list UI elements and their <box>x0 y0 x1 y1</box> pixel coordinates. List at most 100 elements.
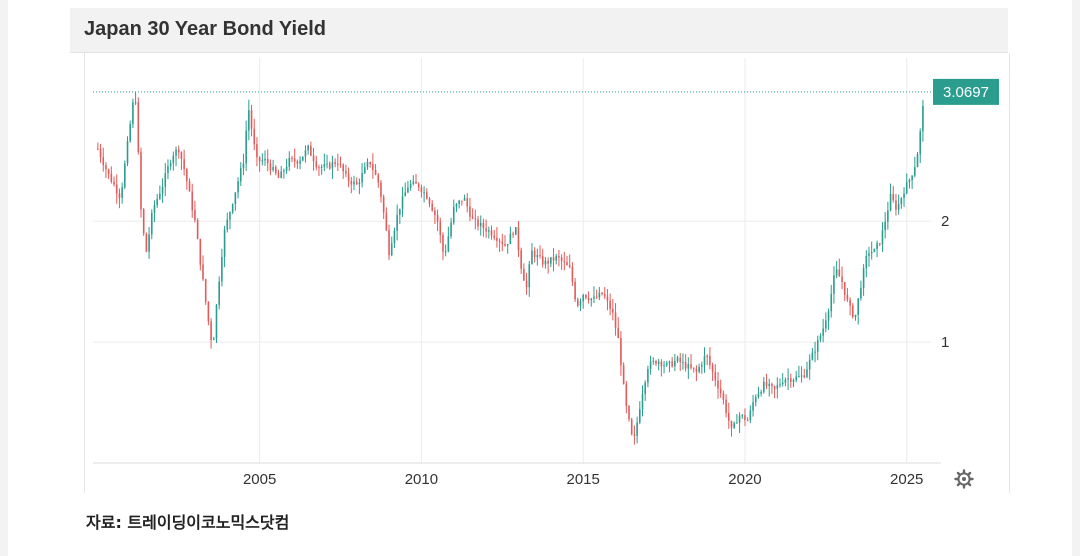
candle-body <box>471 216 474 219</box>
candle-body <box>420 187 423 193</box>
candle-body <box>110 173 113 182</box>
candle-body <box>242 163 245 168</box>
candle-body <box>140 151 142 210</box>
candle-body <box>142 209 145 234</box>
candle-body <box>512 233 514 235</box>
candle-body <box>585 294 587 298</box>
candle-body <box>919 131 922 155</box>
candle-body <box>776 385 779 389</box>
grid-layer <box>93 58 941 464</box>
candle-body <box>803 375 806 377</box>
candle-body <box>763 381 765 392</box>
candle-body <box>838 269 841 277</box>
candle-body <box>358 182 361 185</box>
candle-body <box>156 198 158 206</box>
candle-body <box>560 257 563 262</box>
candle-body <box>663 365 665 367</box>
price-chart[interactable]: 2005 2010 2015 2020 2025 1 2 3.0697 <box>85 53 1009 493</box>
candle-body <box>264 158 266 161</box>
candle-body <box>911 175 913 181</box>
candle-body <box>132 102 134 125</box>
candle-body <box>668 361 671 364</box>
candle-body <box>719 388 722 394</box>
candle-body <box>609 300 611 309</box>
candle-body <box>363 167 366 174</box>
candle-body <box>458 200 460 205</box>
candle-body <box>382 196 385 213</box>
candle-body <box>571 266 574 282</box>
candle-body <box>447 236 450 252</box>
candle-body <box>682 362 684 364</box>
candle-body <box>547 260 549 264</box>
candle-body <box>679 357 682 363</box>
candle-body <box>318 167 320 169</box>
candle-body <box>269 163 272 171</box>
candle-body <box>439 221 442 236</box>
candle-body <box>649 361 652 370</box>
candle-body <box>550 257 552 264</box>
overlay-layer: 3.0697 <box>93 78 999 489</box>
candle-body <box>455 204 458 208</box>
candle-body <box>434 210 436 216</box>
candle-body <box>908 180 911 182</box>
candle-body <box>881 230 884 245</box>
candle-body <box>167 166 169 174</box>
candle-body <box>754 397 757 403</box>
candle-body <box>231 204 234 213</box>
candle-body <box>399 208 401 215</box>
candle-body <box>199 238 202 265</box>
candle-body <box>706 355 709 357</box>
candle-body <box>148 234 150 252</box>
candle-body <box>490 230 493 236</box>
candle-body <box>692 367 695 369</box>
candle-body <box>816 339 819 352</box>
candle-body <box>733 423 735 428</box>
candle-body <box>541 256 544 265</box>
left-frame <box>0 0 8 556</box>
candle-body <box>256 144 258 158</box>
x-tick-label: 2005 <box>243 471 276 488</box>
candle-body <box>711 364 714 372</box>
candle-body <box>488 230 490 232</box>
candle-body <box>310 145 312 156</box>
candle-body <box>328 163 331 169</box>
x-tick-label: 2010 <box>405 471 438 488</box>
candle-body <box>118 193 121 198</box>
candle-body <box>202 264 204 280</box>
candle-body <box>207 301 210 322</box>
candle-body <box>779 384 781 386</box>
candle-body <box>164 173 167 187</box>
candle-body <box>814 351 816 353</box>
candle-body <box>509 233 512 245</box>
candle-body <box>603 294 606 297</box>
candle-body <box>878 243 881 245</box>
chart-header: Japan 30 Year Bond Yield <box>70 8 1008 53</box>
candle-body <box>194 210 196 221</box>
candle-body <box>555 256 558 261</box>
candle-body <box>307 145 309 151</box>
candle-body <box>504 244 506 246</box>
candle-body <box>215 304 218 339</box>
candle-body <box>889 193 892 211</box>
candle-body <box>566 262 568 266</box>
candle-body <box>126 141 129 164</box>
candle-body <box>463 198 466 201</box>
candle-body <box>372 163 374 170</box>
candle-body <box>568 265 571 267</box>
candle-body <box>647 369 649 383</box>
candle-body <box>628 406 630 420</box>
candle-body <box>169 163 172 167</box>
candle-body <box>857 298 860 315</box>
gear-icon[interactable] <box>954 469 974 489</box>
candle-body <box>819 335 822 340</box>
candle-body <box>798 375 800 377</box>
candle-body <box>177 149 180 153</box>
candle-body <box>129 124 132 142</box>
candle-body <box>477 219 479 227</box>
candle-body <box>210 321 212 341</box>
candle-body <box>808 359 811 370</box>
candle-body <box>159 193 161 199</box>
candle-body <box>536 255 539 258</box>
candle-body <box>296 161 299 164</box>
candle-body <box>525 280 528 288</box>
